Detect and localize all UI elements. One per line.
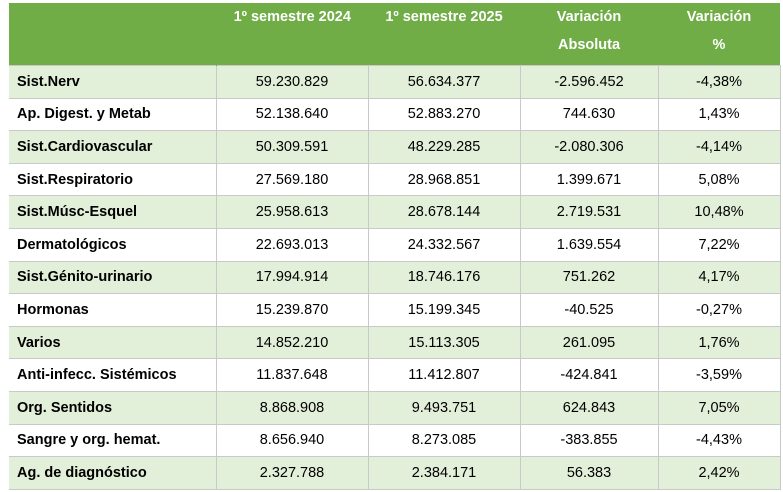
value-2025-cell: 15.199.345 [367,293,521,327]
category-cell: Anti-infecc. Sistémicos [9,358,217,392]
value-2024-cell: 22.693.013 [215,227,369,262]
category-cell: Dermatológicos [9,227,217,262]
value-2024-cell: 2.327.788 [215,456,369,490]
absolute-variation-cell: -40.525 [519,293,659,327]
absolute-variation-cell: 744.630 [519,97,659,132]
percent-variation-cell: -4,38% [657,65,781,99]
absolute-variation-cell: -383.855 [519,423,659,458]
header-category [9,3,217,66]
absolute-variation-cell: 624.843 [519,390,659,425]
value-2024-cell: 8.868.908 [215,390,369,425]
table-container: 1º semestre 2024 1º semestre 2025 Variac… [9,3,781,490]
value-2024-cell: 27.569.180 [215,162,369,197]
table-row: Sist.Músc-Esquel 25.958.613 28.678.144 2… [9,195,781,229]
category-cell: Ap. Digest. y Metab [9,97,217,132]
header-absolute-variation: Variación Absoluta [520,3,658,66]
value-2025-cell: 15.113.305 [367,325,521,360]
category-cell: Varios [9,325,217,360]
absolute-variation-cell: 1.639.554 [519,227,659,262]
value-2025-cell: 11.412.807 [367,358,521,392]
header-absolute-variation-line1: Variación [556,9,622,25]
header-percent-variation: Variación % [658,3,780,66]
value-2025-cell: 28.968.851 [367,162,521,197]
percent-variation-cell: -4,43% [657,423,781,458]
header-semester-2024: 1º semestre 2024 [216,3,368,66]
table-row: Ag. de diagnóstico 2.327.788 2.384.171 5… [9,456,781,490]
category-cell: Sist.Cardiovascular [9,130,217,164]
value-2025-cell: 28.678.144 [367,195,521,229]
value-2024-cell: 14.852.210 [215,325,369,360]
value-2024-cell: 11.837.648 [215,358,369,392]
percent-variation-cell: 7,05% [657,390,781,425]
header-percent-variation-line1: Variación [686,9,752,25]
absolute-variation-cell: 56.383 [519,456,659,490]
header-semester-2025-label: 1º semestre 2025 [385,9,503,25]
percent-variation-cell: 10,48% [657,195,781,229]
header-absolute-variation-line2: Absoluta [557,37,621,53]
value-2024-cell: 50.309.591 [215,130,369,164]
table-row: Sist.Nerv 59.230.829 56.634.377 -2.596.4… [9,65,781,99]
header-percent-variation-line2: % [712,37,726,53]
value-2024-cell: 52.138.640 [215,97,369,132]
percent-variation-cell: 1,76% [657,325,781,360]
header-semester-2024-label: 1º semestre 2024 [233,9,351,25]
table-row: Sangre y org. hemat. 8.656.940 8.273.085… [9,423,781,458]
value-2025-cell: 48.229.285 [367,130,521,164]
table-row: Sist.Respiratorio 27.569.180 28.968.851 … [9,162,781,197]
table-row: Varios 14.852.210 15.113.305 261.095 1,7… [9,325,781,360]
percent-variation-cell: -0,27% [657,293,781,327]
category-cell: Sist.Músc-Esquel [9,195,217,229]
percent-variation-cell: -4,14% [657,130,781,164]
table-row: Sist.Cardiovascular 50.309.591 48.229.28… [9,130,781,164]
sales-variation-table: 1º semestre 2024 1º semestre 2025 Variac… [9,3,781,490]
table-row: Dermatológicos 22.693.013 24.332.567 1.6… [9,227,781,262]
table-row: Hormonas 15.239.870 15.199.345 -40.525 -… [9,293,781,327]
header-semester-2025: 1º semestre 2025 [368,3,520,66]
value-2025-cell: 52.883.270 [367,97,521,132]
absolute-variation-cell: -2.080.306 [519,130,659,164]
value-2024-cell: 25.958.613 [215,195,369,229]
category-cell: Ag. de diagnóstico [9,456,217,490]
absolute-variation-cell: 2.719.531 [519,195,659,229]
absolute-variation-cell: -2.596.452 [519,65,659,99]
percent-variation-cell: 5,08% [657,162,781,197]
value-2025-cell: 9.493.751 [367,390,521,425]
table-row: Ap. Digest. y Metab 52.138.640 52.883.27… [9,97,781,132]
percent-variation-cell: -3,59% [657,358,781,392]
category-cell: Sist.Nerv [9,65,217,99]
absolute-variation-cell: 261.095 [519,325,659,360]
category-cell: Sist.Respiratorio [9,162,217,197]
absolute-variation-cell: -424.841 [519,358,659,392]
value-2025-cell: 8.273.085 [367,423,521,458]
value-2024-cell: 8.656.940 [215,423,369,458]
header-row: 1º semestre 2024 1º semestre 2025 Variac… [9,3,780,66]
table-body: Sist.Nerv 59.230.829 56.634.377 -2.596.4… [9,65,781,490]
value-2024-cell: 15.239.870 [215,293,369,327]
value-2025-cell: 2.384.171 [367,456,521,490]
category-cell: Hormonas [9,293,217,327]
table-row: Anti-infecc. Sistémicos 11.837.648 11.41… [9,358,781,392]
absolute-variation-cell: 1.399.671 [519,162,659,197]
table-row: Sist.Génito-urinario 17.994.914 18.746.1… [9,260,781,295]
value-2024-cell: 59.230.829 [215,65,369,99]
value-2025-cell: 24.332.567 [367,227,521,262]
value-2024-cell: 17.994.914 [215,260,369,295]
percent-variation-cell: 7,22% [657,227,781,262]
value-2025-cell: 56.634.377 [367,65,521,99]
table-row: Org. Sentidos 8.868.908 9.493.751 624.84… [9,390,781,425]
absolute-variation-cell: 751.262 [519,260,659,295]
percent-variation-cell: 4,17% [657,260,781,295]
value-2025-cell: 18.746.176 [367,260,521,295]
percent-variation-cell: 1,43% [657,97,781,132]
category-cell: Org. Sentidos [9,390,217,425]
category-cell: Sangre y org. hemat. [9,423,217,458]
percent-variation-cell: 2,42% [657,456,781,490]
category-cell: Sist.Génito-urinario [9,260,217,295]
